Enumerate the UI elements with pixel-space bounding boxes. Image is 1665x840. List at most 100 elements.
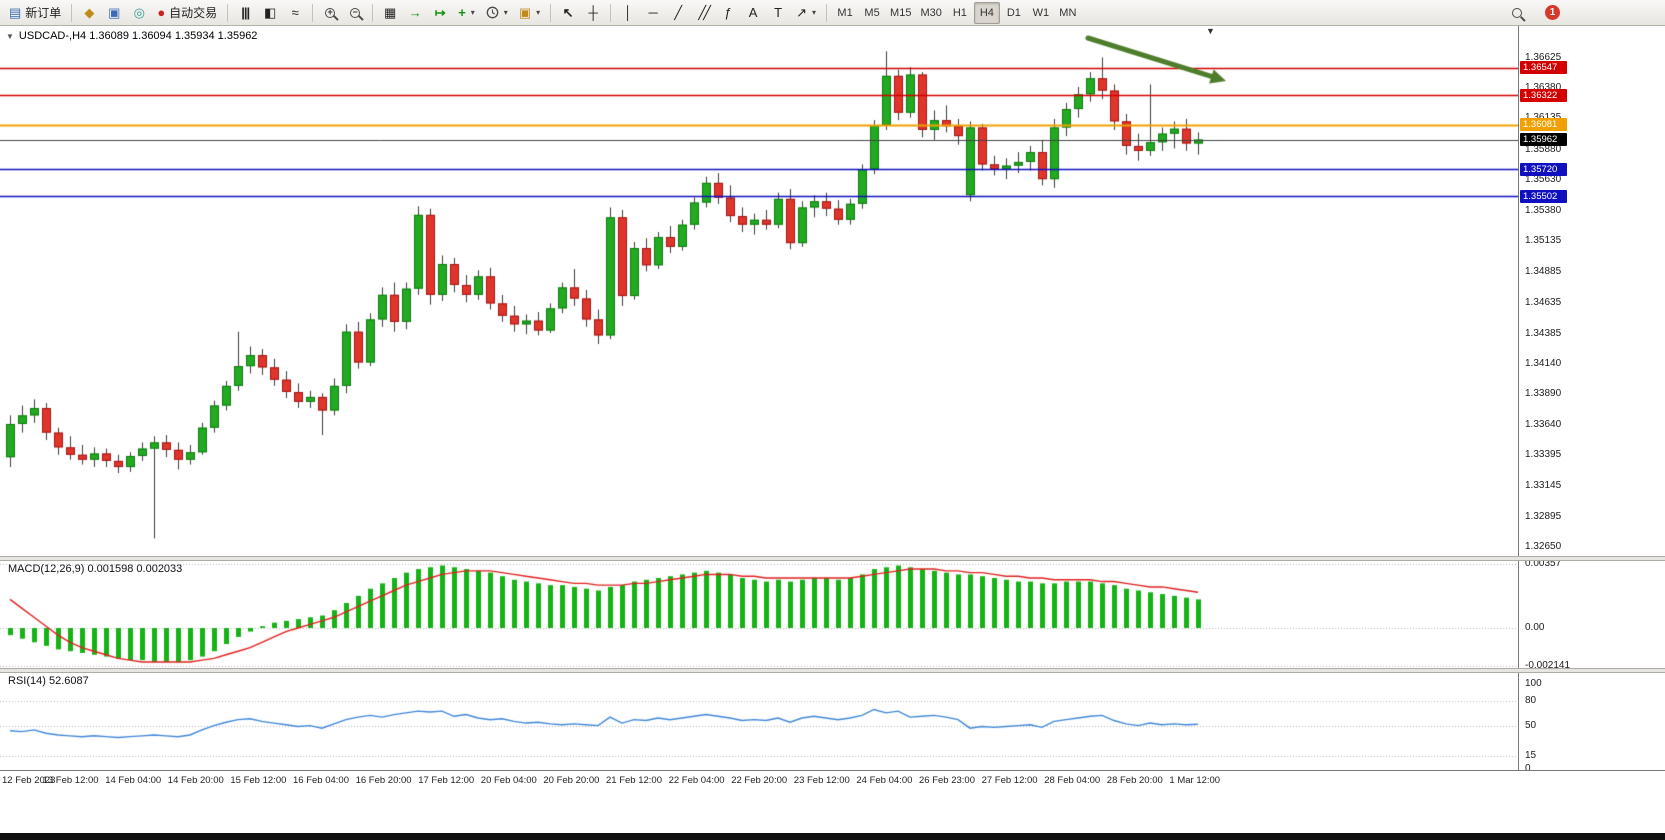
axis-label: 1.35135 xyxy=(1525,235,1562,247)
crosshair-icon: ┼ xyxy=(588,5,598,20)
vps-button[interactable]: ◎ xyxy=(127,2,151,24)
algo-trading-label: 自动交易 xyxy=(169,6,218,20)
channel-button[interactable]: ╱╱ xyxy=(691,2,715,24)
timeframe-m30-button[interactable]: M30 xyxy=(916,2,945,24)
time-axis-label: 28 Feb 20:00 xyxy=(1106,775,1163,786)
macd-canvas[interactable] xyxy=(0,561,1518,668)
toolbar-separator xyxy=(372,3,374,22)
periods-button[interactable]: ▾ xyxy=(481,2,513,24)
axis-label: 0.00 xyxy=(1525,622,1545,633)
auto-scroll-button[interactable]: → xyxy=(403,2,427,24)
time-axis-label: 20 Feb 04:00 xyxy=(480,775,537,786)
axis-label: 1.35880 xyxy=(1525,143,1562,155)
zoom-out-icon: − xyxy=(350,7,361,18)
add-indicator-icon: + xyxy=(458,5,466,20)
axis-label: 1.34385 xyxy=(1525,327,1562,339)
market-icon: ◆ xyxy=(84,5,95,20)
timeframe-h4-button[interactable]: H4 xyxy=(973,1,1000,24)
toolbar-separator xyxy=(71,3,73,22)
axis-label: 100 xyxy=(1525,677,1542,689)
vertical-line-icon: │ xyxy=(624,5,633,20)
chart-title-row: ▼ USDCAD-,H4 1.36089 1.36094 1.35934 1.3… xyxy=(6,30,257,42)
main-toolbar: ▤ 新订单 ◆ ▣ ◎ ● 自动交易 ||| ◧ ≈ + − ▦ → ↦ + ▾… xyxy=(0,0,1665,26)
price-tag: 1.35502 xyxy=(1520,189,1567,203)
text-tool-button[interactable]: A xyxy=(741,2,765,24)
time-axis-label: 14 Feb 04:00 xyxy=(105,775,162,786)
signals-button[interactable]: ▣ xyxy=(102,2,126,24)
timeframe-w1-button[interactable]: W1 xyxy=(1028,2,1054,24)
cursor-button[interactable]: ↖ xyxy=(556,2,580,24)
price-scale[interactable]: 1.36625 1.36380 1.36135 1.35880 1.35630 1.353… xyxy=(1518,26,1665,774)
chart-title: USDCAD-,H4 1.36089 1.36094 1.35934 1.359… xyxy=(18,30,258,42)
market-button[interactable]: ◆ xyxy=(77,2,101,24)
cursor-icon: ↖ xyxy=(562,5,574,20)
timeframe-m15-button[interactable]: M15 xyxy=(886,2,915,24)
rsi-canvas[interactable] xyxy=(0,673,1518,770)
new-order-button[interactable]: ▤ 新订单 xyxy=(4,2,66,24)
timeframe-group: M1 M5 M15 M30 H1 H4 D1 W1 MN xyxy=(832,1,1081,24)
new-order-label: 新订单 xyxy=(25,6,62,20)
time-axis-label: 16 Feb 04:00 xyxy=(293,775,349,786)
axis-label: 1.34885 xyxy=(1525,266,1562,278)
search-button[interactable] xyxy=(1512,5,1522,23)
line-chart-icon: ≈ xyxy=(291,5,299,20)
crosshair-button[interactable]: ┼ xyxy=(581,2,605,24)
chevron-down-icon: ▾ xyxy=(470,8,475,17)
vertical-line-button[interactable]: │ xyxy=(616,2,640,24)
algo-trading-button[interactable]: ● 自动交易 xyxy=(152,2,222,24)
price-tag: 1.36547 xyxy=(1520,61,1567,75)
line-chart-button[interactable]: ≈ xyxy=(283,2,307,24)
zoom-in-icon: + xyxy=(325,7,336,18)
horizontal-line-button[interactable]: ─ xyxy=(641,2,665,24)
zoom-out-button[interactable]: − xyxy=(343,2,367,24)
bar-chart-icon: ||| xyxy=(241,5,250,20)
chevron-down-icon: ▾ xyxy=(536,8,541,17)
timeframe-h1-button[interactable]: H1 xyxy=(947,2,973,24)
axis-label: 1.32895 xyxy=(1525,510,1562,522)
toolbar-separator xyxy=(610,3,612,22)
rsi-pane: RSI(14) 52.6087 xyxy=(0,673,1518,770)
text-tool-icon: A xyxy=(748,5,758,20)
tile-windows-button[interactable]: ▦ xyxy=(378,2,402,24)
timeframe-m1-button[interactable]: M1 xyxy=(832,2,858,24)
clock-icon xyxy=(486,6,499,19)
candlestick-chart-button[interactable]: ◧ xyxy=(258,2,282,24)
time-axis-label: 21 Feb 12:00 xyxy=(606,775,662,786)
time-axis-label: 26 Feb 23:00 xyxy=(919,775,975,786)
bar-chart-button[interactable]: ||| xyxy=(233,2,257,24)
rsi-label[interactable]: RSI(14) 52.6087 xyxy=(8,675,89,687)
one-click-trading-toggle[interactable]: ▼ xyxy=(6,31,14,41)
axis-label: 1.34635 xyxy=(1525,296,1562,308)
trendline-button[interactable]: ╱ xyxy=(666,2,690,24)
axis-label: 80 xyxy=(1525,694,1537,706)
indicators-button[interactable]: + ▾ xyxy=(453,2,480,24)
axis-label: 1.33640 xyxy=(1525,419,1562,431)
candlestick-icon: ◧ xyxy=(264,5,277,20)
notification-badge[interactable]: 1 xyxy=(1545,5,1560,20)
pane-separator[interactable] xyxy=(0,556,1665,561)
axis-label: 1.36380 xyxy=(1525,82,1562,94)
label-tool-button[interactable]: T xyxy=(766,2,790,24)
axis-label: 1.36625 xyxy=(1525,51,1562,63)
axis-label: 1.35630 xyxy=(1525,174,1562,186)
time-axis[interactable]: 12 Feb 2023 13 Feb 12:00 14 Feb 04:00 14 Fe… xyxy=(0,770,1665,790)
toolbar-separator xyxy=(227,3,229,22)
chart-shift-marker[interactable]: ▼ xyxy=(1206,26,1215,36)
chart-shift-button[interactable]: ↦ xyxy=(428,2,452,24)
timeframe-d1-button[interactable]: D1 xyxy=(1001,2,1027,24)
time-axis-label: 20 Feb 20:00 xyxy=(543,775,600,786)
timeframe-m5-button[interactable]: M5 xyxy=(859,2,885,24)
price-chart-canvas[interactable] xyxy=(0,26,1518,556)
arrow-tool-icon: ↗ xyxy=(796,5,808,20)
pane-separator[interactable] xyxy=(0,668,1665,673)
axis-label: 50 xyxy=(1525,720,1537,732)
axis-label: 1.32650 xyxy=(1525,541,1562,553)
templates-button[interactable]: ▣ ▾ xyxy=(514,2,545,24)
time-axis-label: 17 Feb 12:00 xyxy=(418,775,475,786)
fibonacci-icon: ƒ xyxy=(724,5,732,20)
macd-label[interactable]: MACD(12,26,9) 0.001598 0.002033 xyxy=(8,563,183,575)
timeframe-mn-button[interactable]: MN xyxy=(1055,2,1081,24)
zoom-in-button[interactable]: + xyxy=(318,2,342,24)
arrows-tool-button[interactable]: ↗ ▾ xyxy=(791,2,821,24)
fibonacci-button[interactable]: ƒ xyxy=(716,2,740,24)
